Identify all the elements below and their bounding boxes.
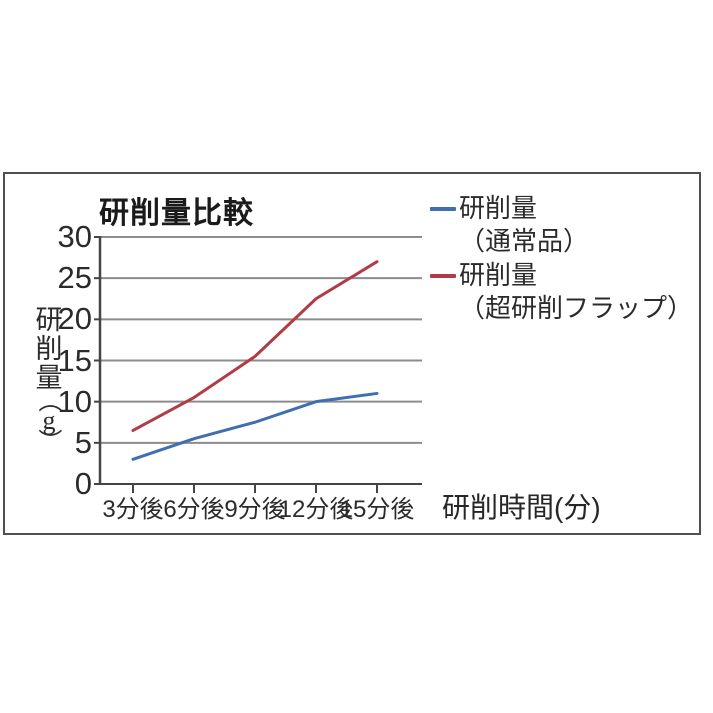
chart-title: 研削量比較 <box>99 197 254 230</box>
y-axis-title-char: 研 <box>35 305 63 335</box>
legend-label: 研削量 （通常品） <box>459 192 589 258</box>
y-tick-label-0: 0 <box>74 466 92 501</box>
chart-panel <box>3 172 701 535</box>
y-tick-label-30: 30 <box>57 219 92 254</box>
series-line-0 <box>131 391 379 461</box>
y-axis-title-char: g <box>42 406 56 435</box>
legend-line-swatch <box>430 207 456 211</box>
legend-item-0: 研削量 （通常品） <box>430 192 589 258</box>
x-tick-label-2: 9分後 <box>224 496 286 523</box>
y-axis-title-char: 量 <box>35 363 63 393</box>
y-tick-label-10: 10 <box>57 383 92 419</box>
x-tick-label-0: 3分後 <box>102 496 164 523</box>
legend-label-line: （通常品） <box>459 226 590 256</box>
x-tick-label-4: 15分後 <box>339 496 415 523</box>
legend-label-line: （超研削フラップ） <box>459 293 694 323</box>
y-tick-label-20: 20 <box>57 301 92 337</box>
y-tick-label-25: 25 <box>57 260 92 296</box>
y-axis-title-char: 削 <box>35 334 63 364</box>
x-tick-label-3: 12分後 <box>278 496 354 523</box>
legend-label-line: 研削量 <box>459 193 538 223</box>
x-axis-title: 研削時間(分) <box>442 492 601 523</box>
series-line-1 <box>131 260 379 432</box>
legend-item-1: 研削量 （超研削フラップ） <box>430 259 693 325</box>
legend-label-line: 研削量 <box>459 260 538 290</box>
legend-line-swatch <box>430 274 456 278</box>
y-axis-title: 研削量（g） <box>30 305 68 453</box>
legend-label: 研削量 （超研削フラップ） <box>459 259 693 325</box>
y-axis-title-char: （ <box>35 388 63 413</box>
y-tick-label-15: 15 <box>57 342 92 378</box>
y-tick-label-5: 5 <box>74 424 92 460</box>
x-tick-label-1: 6分後 <box>163 496 225 523</box>
y-axis-title-char: ） <box>35 428 63 453</box>
